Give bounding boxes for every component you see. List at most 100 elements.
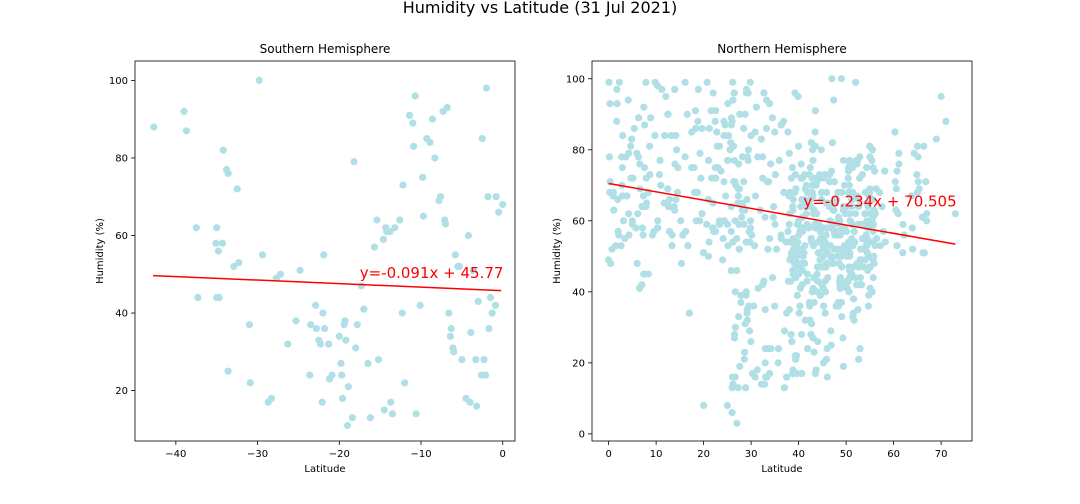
data-point <box>455 262 464 271</box>
data-point <box>788 163 797 172</box>
data-point <box>629 174 637 182</box>
data-point <box>914 178 922 186</box>
data-point <box>651 78 659 86</box>
data-point <box>785 149 793 157</box>
data-point <box>913 171 921 179</box>
data-point <box>822 188 831 196</box>
data-point <box>736 110 744 118</box>
data-point <box>731 288 739 296</box>
data-point <box>343 421 352 430</box>
data-point <box>667 131 675 140</box>
data-point <box>779 117 788 125</box>
data-point <box>771 128 779 136</box>
data-point <box>419 212 428 220</box>
data-point <box>399 181 407 189</box>
data-point <box>664 185 672 193</box>
x-tick-label: −10 <box>410 449 431 460</box>
data-point <box>711 117 719 125</box>
x-tick-label: 0 <box>605 449 611 460</box>
data-point <box>647 114 655 122</box>
data-point <box>804 345 812 353</box>
chart-title: Southern Hemisphere <box>260 42 391 56</box>
data-point <box>855 195 863 204</box>
data-point <box>871 167 879 175</box>
data-point <box>764 178 773 186</box>
data-point <box>788 369 797 378</box>
data-point <box>855 355 863 363</box>
data-point <box>932 135 940 143</box>
x-tick-label: −40 <box>165 449 186 460</box>
data-point <box>731 217 739 225</box>
data-point <box>445 309 453 317</box>
data-point <box>811 128 819 136</box>
data-point <box>708 174 716 182</box>
data-point <box>654 224 662 232</box>
data-point <box>480 355 488 364</box>
data-point <box>671 85 679 94</box>
data-point <box>276 270 285 278</box>
data-point <box>651 131 659 140</box>
data-point <box>628 217 636 225</box>
x-tick-label: 60 <box>887 449 900 460</box>
data-point <box>761 345 769 353</box>
data-point <box>740 220 748 228</box>
y-tick-label: 60 <box>572 216 585 227</box>
data-point <box>811 107 819 115</box>
data-point <box>328 371 336 379</box>
data-point <box>729 78 737 86</box>
data-point <box>744 89 752 97</box>
data-point <box>797 174 805 182</box>
data-point <box>893 242 901 250</box>
data-point <box>709 89 717 97</box>
data-point <box>919 249 927 257</box>
data-point <box>214 247 222 255</box>
data-point <box>613 100 621 108</box>
northern-hemisphere-chart: Northern Hemisphere y=-0.234x + 70.505 0 10… <box>552 42 973 475</box>
data-point <box>848 188 856 196</box>
data-point <box>819 284 828 292</box>
data-point <box>674 163 682 172</box>
data-point <box>618 163 626 172</box>
data-point <box>387 398 395 406</box>
data-point <box>492 193 500 201</box>
data-point <box>715 142 723 150</box>
data-point <box>306 371 314 379</box>
data-point <box>858 171 867 179</box>
data-point <box>858 234 867 243</box>
data-point <box>357 282 365 290</box>
data-point <box>491 301 499 309</box>
data-point <box>817 188 825 196</box>
data-point <box>698 210 706 218</box>
data-point <box>851 210 859 218</box>
data-point <box>654 217 662 225</box>
data-point <box>446 332 455 340</box>
x-axis-label: Latitude <box>304 464 345 475</box>
data-point <box>793 291 801 299</box>
axes-frame <box>134 60 516 442</box>
data-point <box>437 193 445 201</box>
data-point <box>373 216 381 224</box>
data-point <box>486 293 495 302</box>
data-point <box>665 195 674 204</box>
data-point <box>735 245 743 253</box>
data-point <box>868 288 876 296</box>
southern-hemisphere-chart: Southern Hemisphere y=-0.091x + 45.77 −40 −… <box>95 42 516 475</box>
data-point <box>788 337 796 346</box>
data-point <box>643 199 651 207</box>
data-point <box>796 302 804 310</box>
data-point <box>785 220 793 228</box>
data-point <box>844 238 853 246</box>
data-point <box>795 231 803 239</box>
data-point <box>913 142 922 150</box>
data-point <box>738 213 746 221</box>
data-point <box>720 178 728 186</box>
data-point <box>431 154 439 162</box>
data-point <box>707 107 715 115</box>
data-point <box>212 239 220 247</box>
data-point <box>639 192 648 200</box>
data-point <box>951 210 959 218</box>
data-point <box>734 384 742 392</box>
data-point <box>820 252 828 260</box>
data-point <box>808 174 816 182</box>
data-point <box>878 203 886 211</box>
